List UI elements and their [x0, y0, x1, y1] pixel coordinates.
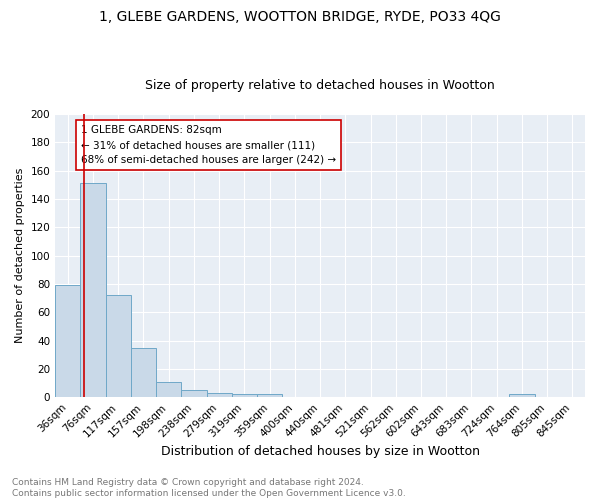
Bar: [55, 286, 80, 397]
Title: Size of property relative to detached houses in Wootton: Size of property relative to detached ho…: [145, 79, 495, 92]
Bar: [131, 348, 156, 397]
Text: 1, GLEBE GARDENS, WOOTTON BRIDGE, RYDE, PO33 4QG: 1, GLEBE GARDENS, WOOTTON BRIDGE, RYDE, …: [99, 10, 501, 24]
Bar: [232, 394, 257, 397]
X-axis label: Distribution of detached houses by size in Wootton: Distribution of detached houses by size …: [161, 444, 479, 458]
Bar: [509, 394, 535, 397]
Bar: [106, 296, 131, 397]
Text: 1 GLEBE GARDENS: 82sqm
← 31% of detached houses are smaller (111)
68% of semi-de: 1 GLEBE GARDENS: 82sqm ← 31% of detached…: [81, 126, 336, 165]
Y-axis label: Number of detached properties: Number of detached properties: [15, 168, 25, 344]
Bar: [80, 184, 106, 397]
Bar: [156, 382, 181, 397]
Bar: [206, 393, 232, 397]
Bar: [181, 390, 206, 397]
Text: Contains HM Land Registry data © Crown copyright and database right 2024.
Contai: Contains HM Land Registry data © Crown c…: [12, 478, 406, 498]
Bar: [257, 394, 282, 397]
